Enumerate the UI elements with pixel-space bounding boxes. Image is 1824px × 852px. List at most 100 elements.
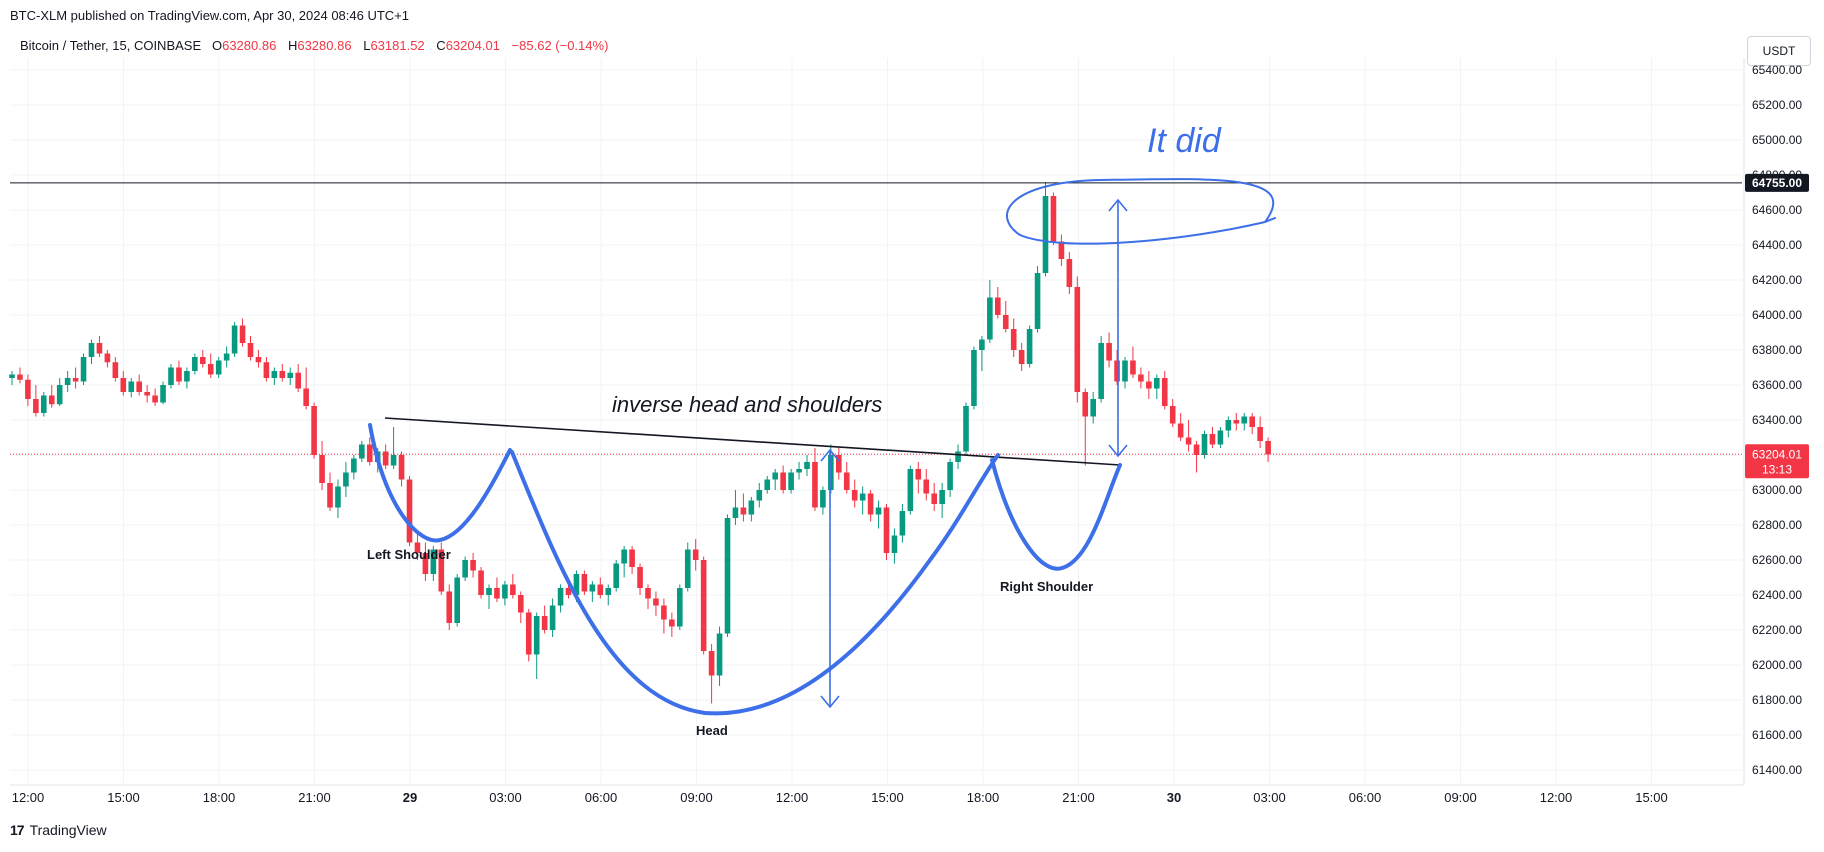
currency-button[interactable]: USDT	[1747, 36, 1811, 66]
head-depth-arrow-head-bottom	[820, 695, 840, 709]
footer: 17 TradingView	[10, 822, 107, 838]
candle-body	[796, 469, 802, 473]
candle-body	[653, 598, 659, 606]
candle-body	[231, 325, 238, 354]
candle-body	[319, 455, 325, 483]
candle-body	[128, 381, 135, 392]
neckline	[384, 417, 1121, 466]
candle-body	[247, 343, 254, 357]
tradingview-logo-icon: 17	[10, 822, 25, 838]
candle-body	[589, 584, 596, 592]
candle-body	[1090, 399, 1096, 417]
result-label: It did	[1147, 122, 1222, 160]
candle-body	[263, 362, 270, 378]
left-shoulder-curve	[368, 423, 512, 543]
change-value: −85.62 (−0.14%)	[511, 38, 609, 53]
target-arrow-head-top	[1108, 198, 1128, 212]
candle-body	[1018, 350, 1025, 364]
candle-body	[573, 574, 580, 595]
candle-body	[987, 297, 993, 340]
y-tick-label: 63800.00	[1752, 343, 1802, 357]
candle-body	[176, 367, 182, 382]
x-tick-label: 21:00	[298, 790, 331, 805]
target-ellipse	[1006, 178, 1276, 245]
candle-body	[17, 374, 23, 380]
candle-body	[1042, 196, 1049, 273]
candle-body	[1265, 441, 1271, 455]
low-label: L	[363, 38, 371, 53]
candle-body	[557, 588, 564, 606]
y-tick-label: 65200.00	[1752, 98, 1802, 112]
last-price-countdown: 13:13	[1762, 462, 1792, 476]
time-axis[interactable]: 12:00 15:00 18:00 21:00 29 03:00 06:00 09:00 12:…	[12, 790, 1668, 805]
candle-body	[295, 372, 301, 389]
candle-body	[820, 490, 826, 508]
candle-body	[1185, 437, 1192, 445]
close-value: 63204.01	[445, 38, 500, 53]
candle-body	[96, 343, 103, 354]
candle-body	[88, 343, 95, 357]
y-tick-label: 63000.00	[1752, 483, 1802, 497]
candle-body	[772, 472, 778, 480]
horizontal-line-tag	[1745, 173, 1809, 192]
x-tick-label: 15:00	[1635, 790, 1668, 805]
x-tick-label: 15:00	[107, 790, 140, 805]
x-tick-label: 12:00	[776, 790, 809, 805]
last-price-label: 63204.01	[1752, 447, 1802, 461]
candle-body	[64, 378, 71, 385]
candle-body	[215, 360, 222, 375]
candle-body	[462, 560, 468, 578]
head-curve	[510, 450, 1000, 716]
candle-body	[1122, 360, 1128, 382]
candle-body	[33, 399, 39, 413]
candle-body	[780, 472, 786, 490]
pattern-label: inverse head and shoulders	[612, 392, 882, 417]
candle-body	[740, 507, 747, 515]
candle-body	[883, 507, 890, 553]
candle-body	[510, 584, 516, 595]
candle-body	[748, 500, 755, 515]
head-depth-arrow-head-top	[820, 448, 840, 462]
candle-body	[581, 574, 588, 592]
candle-body	[597, 584, 604, 595]
candle-body	[756, 490, 763, 501]
candle-body	[1146, 381, 1152, 389]
candle-body	[645, 588, 651, 599]
candle-body	[1066, 259, 1073, 287]
candle-body	[931, 493, 937, 504]
candle-body	[414, 542, 421, 553]
x-tick-label: 12:00	[1540, 790, 1573, 805]
candle-body	[359, 444, 365, 459]
candle-body	[1161, 378, 1168, 406]
candle-body	[160, 385, 166, 403]
candle-body	[851, 490, 858, 501]
x-tick-label: 30	[1167, 790, 1181, 805]
y-tick-label: 63400.00	[1752, 413, 1802, 427]
left-shoulder-label: Left Shoulder	[367, 547, 451, 562]
close-label: C	[436, 38, 446, 53]
candle-body	[382, 451, 389, 466]
x-tick-label: 09:00	[1444, 790, 1477, 805]
candle-body	[478, 570, 484, 595]
candle-body	[422, 553, 429, 574]
candle-body	[979, 339, 985, 350]
candle-body	[732, 507, 739, 518]
candle-body	[637, 567, 643, 588]
candle-body	[239, 325, 246, 343]
candle-body	[716, 633, 723, 676]
candle-body	[398, 455, 405, 480]
right-shoulder-label: Right Shoulder	[1000, 579, 1093, 594]
candle-body	[692, 549, 699, 560]
symbol-name: Bitcoin / Tether, 15, COINBASE	[20, 38, 202, 53]
candle-body	[279, 371, 286, 378]
candle-body	[812, 462, 818, 508]
candle-body	[891, 535, 898, 553]
candle-body	[1154, 378, 1160, 389]
candle-body	[438, 549, 445, 592]
candle-body	[1026, 329, 1033, 364]
candle-body	[899, 511, 906, 536]
candle-body	[271, 371, 278, 378]
candle-body	[1257, 427, 1263, 441]
price-axis[interactable]: 65400.0065200.0065000.0064800.0064600.00…	[1752, 63, 1802, 777]
